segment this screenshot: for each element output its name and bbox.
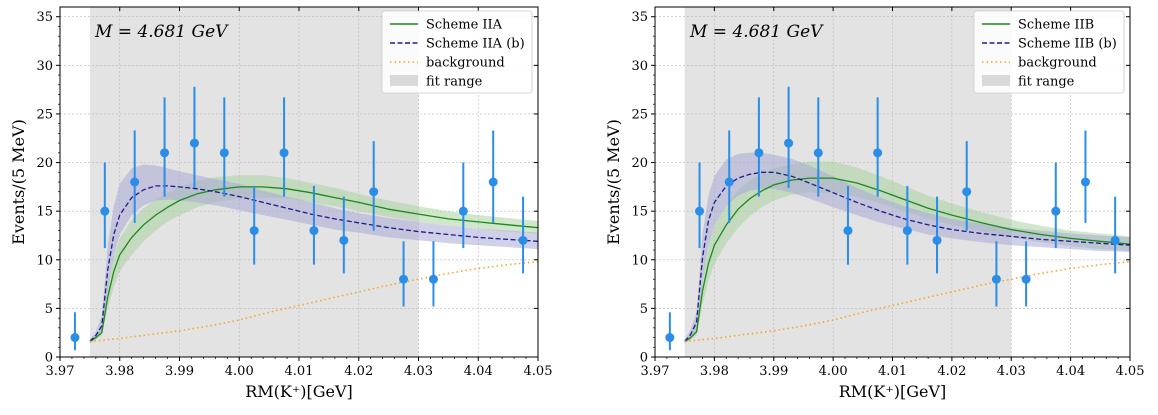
legend-label: Scheme IIB [1018,18,1094,33]
legend-box [973,10,1125,94]
data-point [189,138,199,148]
y-tick-label: 25 [36,107,53,122]
legend-label: background [1018,56,1097,71]
data-point [309,226,319,236]
x-tick-label: 4.01 [285,364,314,379]
data-point [518,235,528,245]
y-tick-label: 10 [36,253,53,268]
y-tick-label: 5 [45,302,53,317]
x-tick-label: 4.05 [1116,364,1145,379]
data-point [902,226,912,236]
data-point [873,148,883,158]
legend-label: Scheme IIB (b) [1018,37,1117,52]
x-tick-label: 4.04 [464,364,493,379]
x-tick-label: 3.98 [105,364,134,379]
series-line-dotted [684,260,1130,343]
legend-label: Scheme IIA [426,18,503,33]
data-point [249,226,259,236]
x-tick-label: 3.99 [759,364,788,379]
data-point [130,177,140,187]
y-tick-label: 20 [36,156,53,171]
x-tick-label: 3.97 [46,364,75,379]
x-tick-label: 4.02 [937,364,966,379]
legend-box [381,10,533,94]
series-line-dashed [684,171,1130,342]
data-point [665,333,675,343]
data-point [962,187,972,197]
data-point [160,148,170,158]
x-tick-label: 3.99 [165,364,194,379]
x-tick-label: 4.02 [344,364,373,379]
x-tick-label: 4.00 [225,364,254,379]
y-tick-label: 25 [631,107,648,122]
legend-label: fit range [426,75,483,90]
data-point [784,138,794,148]
chart-panel-left: 3.97 3.98 3.99 4.00 4.01 4.02 4.03 4.04 4.05 0 5 10… [9,6,553,401]
legend: Scheme IIB Scheme IIB (b) background fit ra… [973,10,1125,94]
data-point [100,206,110,216]
data-point [488,177,498,187]
data-point [724,177,734,187]
x-tick-label: 3.98 [700,364,729,379]
y-tick-label: 10 [631,253,648,268]
x-axis-title: RM(K⁺)[GeV] [839,382,947,401]
series-line-solid [684,177,1130,342]
data-point [428,274,438,284]
y-tick-label: 15 [631,205,648,220]
x-tick-label: 3.97 [641,364,670,379]
x-tick-label: 4.04 [1056,364,1085,379]
mass-annotation: M = 4.681 GeV [689,22,824,42]
uncertainty-band-solid [89,175,538,344]
data-point [932,235,942,245]
legend: Scheme IIA Scheme IIA (b) background fit ra… [381,10,533,94]
y-tick-label: 30 [36,59,53,74]
x-tick-label: 4.05 [524,364,553,379]
y-tick-label: 30 [631,59,648,74]
legend-label: fit range [1018,75,1075,90]
data-point [279,148,289,158]
data-point [991,274,1001,284]
legend-swatch-patch [982,75,1010,86]
y-tick-label: 15 [36,205,53,220]
data-point [813,148,823,158]
data-point [1110,235,1120,245]
y-tick-label: 5 [640,302,648,317]
series-line-solid [89,186,538,342]
series-line-dashed [89,185,538,342]
legend-swatch-patch [390,75,418,86]
x-axis-title: RM(K⁺)[GeV] [245,382,353,401]
x-tick-label: 4.03 [404,364,433,379]
y-tick-label: 35 [36,10,53,25]
data-point [70,333,80,343]
data-point [369,187,379,197]
y-tick-label: 20 [631,156,648,171]
data-point [399,274,409,284]
y-axis-title: Events/(5 MeV) [604,119,623,245]
mass-annotation: M = 4.681 GeV [94,22,229,42]
y-axis-title: Events/(5 MeV) [9,119,28,245]
data-point [1051,206,1061,216]
chart-panel-right: 3.97 3.98 3.99 4.00 4.01 4.02 4.03 4.04 4.05 0 5 10… [604,6,1145,401]
x-tick-label: 4.03 [997,364,1026,379]
data-point [219,148,229,158]
y-tick-label: 35 [631,10,648,25]
data-point [458,206,468,216]
data-point [754,148,764,158]
legend-label: background [426,56,505,71]
legend-label: Scheme IIA (b) [426,37,525,52]
y-tick-label: 0 [45,351,53,366]
data-point [1021,274,1031,284]
x-tick-label: 4.01 [878,364,907,379]
data-point [843,226,853,236]
data-point [339,235,349,245]
data-point [1080,177,1090,187]
y-tick-label: 0 [640,351,648,366]
x-tick-label: 4.00 [819,364,848,379]
data-point [695,206,705,216]
